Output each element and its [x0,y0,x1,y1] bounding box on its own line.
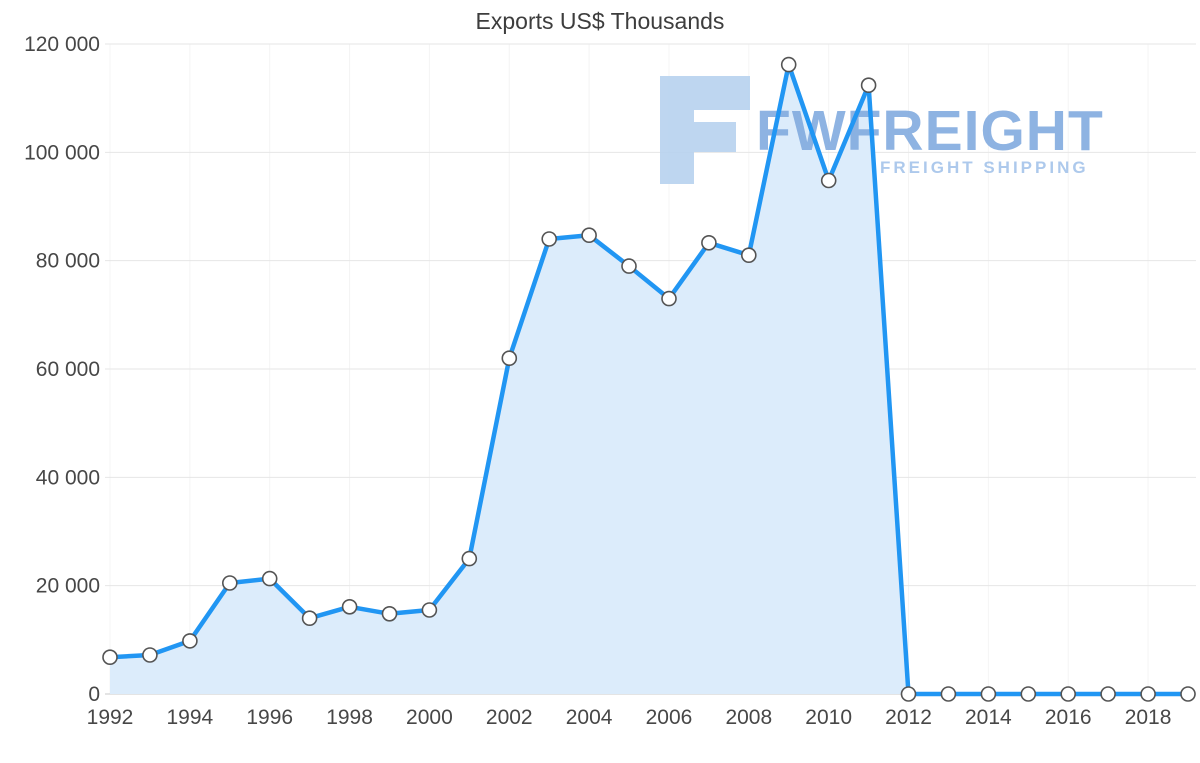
data-line [107,62,1191,697]
data-point-marker[interactable] [980,686,997,702]
x-axis-label: 2002 [486,706,533,729]
y-axis-label: 60 000 [36,358,100,381]
y-axis-label: 80 000 [36,250,100,273]
data-point-marker[interactable] [860,77,877,93]
data-point-marker[interactable] [900,686,917,702]
y-axis-label: 0 [88,683,100,706]
data-point-marker[interactable] [940,686,957,702]
chart-title: Exports US$ Thousands [475,8,725,34]
watermark-subtext: FREIGHT SHIPPING [880,158,1089,177]
data-point-marker[interactable] [222,575,238,591]
x-axis-label: 2004 [566,706,613,729]
y-axis-label: 120 000 [24,33,100,56]
area-fill [110,64,1188,695]
data-point-marker[interactable] [780,56,797,73]
y-axis-label: 100 000 [24,141,100,164]
data-point-marker[interactable] [381,605,398,622]
data-point-marker[interactable] [661,290,677,307]
y-axis-label: 20 000 [36,575,100,598]
data-point-marker[interactable] [701,235,717,251]
x-axis-label: 2014 [965,706,1012,729]
data-point-marker[interactable] [621,258,637,274]
x-axis-label: 2000 [406,706,453,729]
data-point-marker[interactable] [501,350,518,367]
y-axis-label: 40 000 [36,466,100,489]
x-axis-label: 2008 [725,706,772,729]
watermark-text: FWFREIGHT [756,99,1104,163]
data-point-marker[interactable] [182,633,198,649]
data-point-marker[interactable] [261,570,278,587]
x-axis-label: 1998 [326,706,373,729]
x-axis-label: 1996 [246,706,293,729]
data-point-marker[interactable] [1060,686,1076,702]
watermark-logo [660,122,736,152]
x-axis-label: 1994 [166,706,213,729]
data-point-marker[interactable] [581,227,597,243]
data-point-marker[interactable] [1100,686,1116,702]
x-axis-label: 2012 [885,706,932,729]
x-axis-label: 2016 [1045,706,1092,729]
x-axis-label: 2010 [805,706,852,729]
data-point-marker[interactable] [102,649,118,666]
data-point-marker[interactable] [142,647,158,663]
data-point-marker[interactable] [341,598,358,615]
data-point-marker[interactable] [820,172,837,189]
data-point-marker[interactable] [461,550,478,567]
data-point-marker[interactable] [1140,686,1156,702]
x-axis-label: 2018 [1125,706,1172,729]
data-point-marker[interactable] [541,231,558,247]
data-point-marker[interactable] [740,247,757,263]
x-axis-label: 1992 [87,706,134,729]
x-axis-label: 2006 [646,706,693,729]
data-point-marker[interactable] [1180,686,1196,702]
data-point-marker[interactable] [1020,686,1037,702]
data-point-marker[interactable] [421,602,438,618]
data-point-marker[interactable] [301,610,318,627]
